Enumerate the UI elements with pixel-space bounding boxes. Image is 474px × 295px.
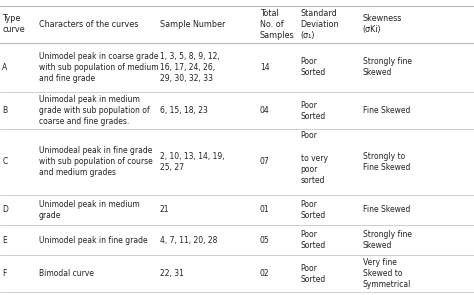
Text: 04: 04 (260, 106, 270, 115)
Text: Very fine
Skewed to
Symmetrical: Very fine Skewed to Symmetrical (363, 258, 411, 289)
Text: 6, 15, 18, 23: 6, 15, 18, 23 (160, 106, 208, 115)
Text: C: C (2, 157, 8, 166)
Text: Poor
Sorted: Poor Sorted (301, 200, 326, 220)
Text: 02: 02 (260, 269, 269, 278)
Text: A: A (2, 63, 8, 72)
Text: 07: 07 (260, 157, 270, 166)
Text: Strongly to
Fine Skewed: Strongly to Fine Skewed (363, 152, 410, 172)
Text: 05: 05 (260, 236, 270, 245)
Text: Poor
Sorted: Poor Sorted (301, 230, 326, 250)
Text: 22, 31: 22, 31 (160, 269, 183, 278)
Text: Poor
Sorted: Poor Sorted (301, 101, 326, 121)
Text: F: F (2, 269, 7, 278)
Text: D: D (2, 205, 8, 214)
Text: Poor
Sorted: Poor Sorted (301, 264, 326, 284)
Text: Characters of the curves: Characters of the curves (39, 20, 138, 29)
Text: 14: 14 (260, 63, 269, 72)
Text: Unimodel peak in coarse grade
with sub population of medium
and fine grade: Unimodel peak in coarse grade with sub p… (39, 52, 158, 83)
Text: 4, 7, 11, 20, 28: 4, 7, 11, 20, 28 (160, 236, 217, 245)
Text: 21: 21 (160, 205, 169, 214)
Text: Total
No. of
Samples: Total No. of Samples (260, 9, 294, 40)
Text: Standard
Deviation
(σ₁): Standard Deviation (σ₁) (301, 9, 339, 40)
Text: Poor
Sorted: Poor Sorted (301, 58, 326, 78)
Text: 01: 01 (260, 205, 269, 214)
Text: Fine Skewed: Fine Skewed (363, 106, 410, 115)
Text: E: E (2, 236, 7, 245)
Text: Fine Skewed: Fine Skewed (363, 205, 410, 214)
Text: Unimodal peak in medium
grade with sub population of
coarse and fine grades.: Unimodal peak in medium grade with sub p… (39, 95, 149, 126)
Text: 1, 3, 5, 8, 9, 12,
16, 17, 24, 26,
29, 30, 32, 33: 1, 3, 5, 8, 9, 12, 16, 17, 24, 26, 29, 3… (160, 52, 219, 83)
Text: Skewness
(σKi): Skewness (σKi) (363, 14, 402, 34)
Text: Sample Number: Sample Number (160, 20, 225, 29)
Text: Bimodal curve: Bimodal curve (39, 269, 94, 278)
Text: B: B (2, 106, 8, 115)
Text: Unimodel peak in fine grade: Unimodel peak in fine grade (39, 236, 147, 245)
Text: Strongly fine
Skewed: Strongly fine Skewed (363, 230, 411, 250)
Text: Unimodel peak in medium
grade: Unimodel peak in medium grade (39, 200, 140, 220)
Text: 2, 10, 13, 14, 19,
25, 27: 2, 10, 13, 14, 19, 25, 27 (160, 152, 224, 172)
Text: Poor

to very
poor
sorted: Poor to very poor sorted (301, 131, 328, 185)
Text: Unimodeal peak in fine grade
with sub population of course
and medium grades: Unimodeal peak in fine grade with sub po… (39, 146, 153, 177)
Text: Type
curve: Type curve (2, 14, 25, 34)
Text: Strongly fine
Skewed: Strongly fine Skewed (363, 58, 411, 78)
